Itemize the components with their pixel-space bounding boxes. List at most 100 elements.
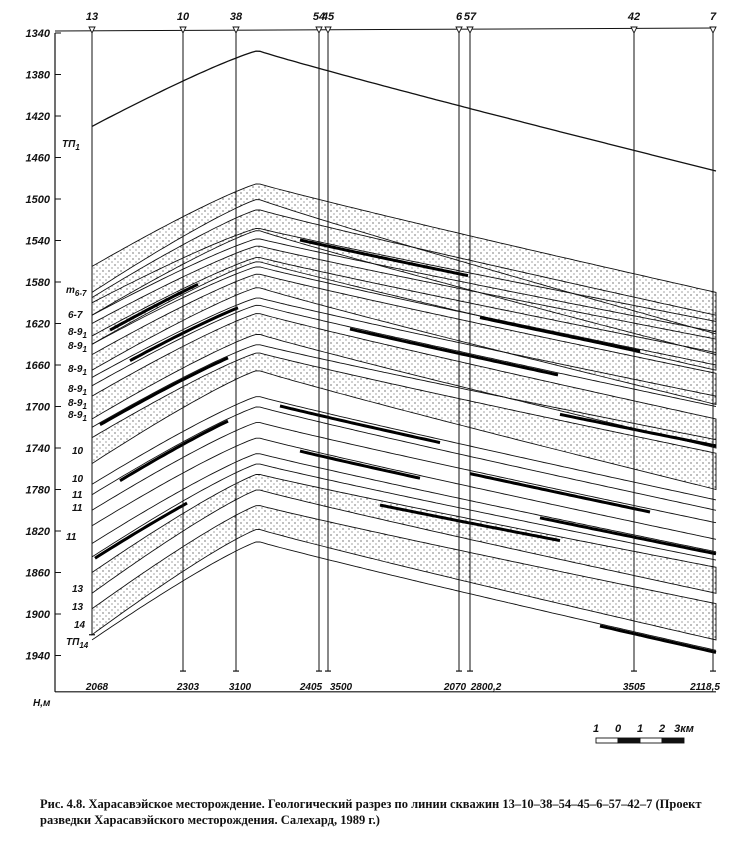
clay-lens (129, 306, 239, 363)
clay-lens (94, 501, 188, 560)
well-label: 54 (313, 11, 325, 23)
clay-lens (99, 356, 229, 427)
axis-tick-label: 1700 (26, 402, 51, 414)
depth-axis: 1340 1380 1420 1460 1500 1540 1580 1620 1660 1700… (26, 28, 716, 709)
horizon-line (91, 541, 717, 651)
horizon-line (91, 463, 717, 561)
sand-band (91, 313, 717, 449)
horizon-line (91, 344, 717, 441)
well-head (630, 26, 638, 35)
layer-label: 13 (72, 602, 84, 613)
axis-tick-label: 1660 (26, 360, 51, 372)
well-depth-label: 3505 (623, 682, 646, 693)
horizon-line (91, 266, 717, 366)
clay-lens (479, 316, 641, 353)
well-head (88, 26, 96, 35)
sand-band (91, 352, 717, 491)
layer-label: 11 (66, 532, 77, 543)
well-label: 42 (627, 11, 640, 23)
well-head (324, 26, 332, 35)
layer-label: ТП1 (62, 139, 80, 152)
axis-tick-label: 1540 (26, 236, 51, 248)
well-head (232, 26, 240, 35)
horizon-line (91, 437, 717, 540)
axis-tick-label: 1340 (26, 28, 51, 40)
scale-segment (661, 737, 685, 744)
axis-tick-label: 1820 (26, 526, 51, 538)
well-label: 10 (177, 11, 190, 23)
well-head (709, 26, 717, 35)
scale-segment (595, 737, 619, 744)
clay-lens (349, 327, 559, 377)
horizon-line (91, 406, 717, 511)
clay-lens (469, 472, 651, 514)
horizon-line (91, 228, 717, 322)
layer-labels: ТП1m6-76-78-918-918-918-918-918-91101011… (62, 139, 89, 650)
well-head (179, 26, 187, 35)
well-depth-label: 2118,5 (689, 682, 720, 693)
layer-label: 8-91 (68, 398, 87, 411)
horizon-line (91, 396, 717, 501)
layer-label: 10 (72, 474, 84, 485)
layer-label: 10 (72, 446, 84, 457)
clay-lens (279, 404, 441, 445)
axis-tick-label: 1420 (26, 111, 51, 123)
layer-label: 11 (72, 490, 83, 501)
axis-tick-label: 1380 (26, 70, 51, 82)
axis-tick-label: 1500 (26, 194, 51, 206)
well-depth-label: 2068 (85, 682, 109, 693)
axis-tick-label: 1860 (26, 568, 51, 580)
axis-tick-label: 1780 (26, 485, 51, 497)
layer-label: 8-91 (68, 410, 87, 423)
well-label: 45 (321, 11, 335, 23)
axis-tick-label: 1580 (26, 277, 51, 289)
horizon-line (91, 297, 717, 397)
well-depth-label: 2070 (443, 682, 467, 693)
layer-label: 13 (72, 584, 84, 595)
axis-unit-label: Н,м (33, 698, 51, 709)
horizon-line (91, 257, 717, 354)
horizon-line (91, 304, 717, 407)
clay-lens (539, 516, 717, 556)
scale-label: 1 (593, 723, 599, 735)
scale-bar: 1 0 1 2 3км (593, 723, 694, 744)
scale-label: 1 (637, 723, 643, 735)
layer-label: 11 (72, 503, 83, 514)
well-depth-label: 3100 (229, 682, 252, 693)
scale-label: 0 (615, 723, 622, 735)
well-label: 38 (230, 11, 243, 23)
axis-tick-label: 1900 (26, 609, 51, 621)
layer-label: 8-91 (68, 364, 87, 377)
layer-label: m6-7 (66, 285, 87, 298)
layer-label: ТП14 (66, 637, 89, 650)
axis-tick-label: 1460 (26, 153, 51, 165)
axis-tick-label: 1940 (26, 651, 51, 663)
layer-label: 14 (74, 620, 86, 631)
well-label: 57 (464, 11, 477, 23)
scale-label: 2 (658, 723, 665, 735)
strata-layers (55, 27, 717, 654)
well-head (466, 26, 474, 35)
scale-segment (617, 737, 641, 744)
layer-label: 6-7 (68, 310, 83, 321)
well-label: 6 (456, 11, 463, 23)
clay-lens (299, 449, 421, 480)
scale-label: 3км (674, 723, 694, 735)
sand-band (91, 505, 717, 641)
well-depth-label: 2405 (299, 682, 323, 693)
well-head (455, 26, 463, 35)
tp1-horizon (91, 50, 717, 172)
horizon-line (91, 453, 717, 553)
well-label: 7 (710, 11, 717, 23)
axis-tick-label: 1620 (26, 319, 51, 331)
sand-band (91, 273, 717, 405)
top-line (55, 27, 717, 32)
axis-tick-label: 1740 (26, 443, 51, 455)
sand-band (91, 245, 717, 371)
layer-label: 8-91 (68, 327, 87, 340)
well-depth-label: 2303 (176, 682, 200, 693)
well-depth-label: 3500 (330, 682, 353, 693)
layer-label: 8-91 (68, 384, 87, 397)
well-lines: 13 2068 10 2303 38 3100 54 2405 45 3500 6 2070 57 280… (85, 11, 720, 693)
